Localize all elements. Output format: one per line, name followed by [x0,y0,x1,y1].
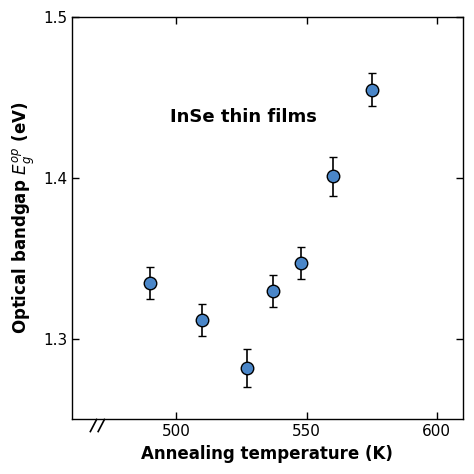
Y-axis label: Optical bandgap $E_g^{op}$ (eV): Optical bandgap $E_g^{op}$ (eV) [11,102,37,335]
Text: InSe thin films: InSe thin films [170,108,317,126]
X-axis label: Annealing temperature (K): Annealing temperature (K) [142,445,393,463]
